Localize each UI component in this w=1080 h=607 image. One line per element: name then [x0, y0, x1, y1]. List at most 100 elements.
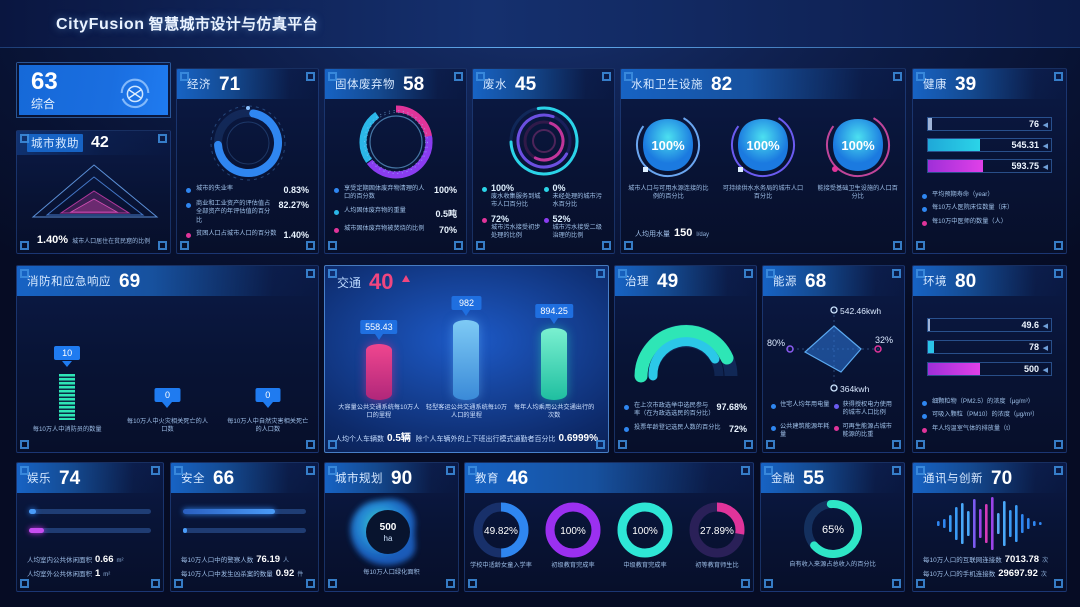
legend-label: 投票年龄登记选民人数的百分比 [634, 423, 721, 431]
bar-value: 49.6 [1021, 320, 1039, 330]
card-name: 教育 [475, 473, 499, 485]
card-title-safety: 安全 66 [171, 463, 318, 493]
compass-icon [116, 74, 154, 112]
bar-row [29, 528, 151, 533]
corner-mark [741, 579, 750, 588]
legend-value: 82.27% [278, 200, 309, 210]
card-transport[interactable]: 交通 40 558.43 大容量公共交通系统每10万人口的里程 982 轻型客运 [324, 265, 609, 453]
footer-item: 每10万人口的互联网连接数 7013.78 次 [923, 554, 1048, 565]
bar-row [29, 509, 151, 514]
corner-mark [602, 72, 611, 81]
app-header: CityFusion 智慧城市设计与仿真平台 [0, 0, 1080, 48]
card-wastewater[interactable]: 废水 45 100% 废水收集服务到城市人口百分比 0% 未经处理的城市污水百分… [472, 68, 615, 254]
legend-label: 每10万中医师的数量（人） [932, 217, 1007, 225]
card-safety[interactable]: 安全 66 每10万人口中的警察人数 76.19 人 每10万人口中发生凶杀案的… [170, 462, 319, 592]
card-name: 经济 [187, 79, 211, 91]
corner-mark [1054, 72, 1063, 81]
footer-value: 0.5辆 [387, 433, 411, 444]
card-city-planning[interactable]: 城市规划 90 500 ha 每10万人口绿化面积 [324, 462, 459, 592]
corner-mark [20, 440, 29, 449]
corner-mark [892, 466, 901, 475]
corner-mark [174, 466, 183, 475]
corner-mark [596, 269, 605, 278]
bullet-dot [624, 426, 629, 432]
corner-mark [468, 466, 477, 475]
wastewater-rings [473, 99, 614, 183]
card-name: 治理 [625, 276, 649, 288]
card-score: 46 [507, 467, 529, 489]
legend-value: 0.5吨 [435, 208, 457, 219]
corner-mark [916, 72, 925, 81]
card-score: 42 [91, 134, 109, 151]
urban-aid-chart: 1.40% 城市人口居住在贫民窟的比例 [17, 155, 170, 253]
corner-mark [916, 440, 925, 449]
bar-label: 10 [54, 345, 81, 360]
bar-item: 0 每10万人中火灾相关死亡的人口数 [125, 346, 209, 434]
bar-caption: 每10万人中消防员的数量 [32, 425, 102, 433]
card-title-education: 教育 46 [465, 463, 753, 493]
card-name: 固体废弃物 [335, 79, 395, 91]
footer-value: 0.6999% [558, 433, 598, 444]
card-health[interactable]: 健康 39 76 ◀ 545.31 ◀ 593.75 ◀ 平均预期寿命（year… [912, 68, 1067, 254]
corner-mark [892, 269, 901, 278]
list-item: 享受定期固体废弃物清理的人口的百分数 100% [334, 185, 457, 202]
bar-value: 545.31 [1011, 140, 1039, 150]
legend-label: 细颗粒物（PM2.5）的浓度（μg/m³） [932, 398, 1034, 405]
bullet-dot [186, 188, 191, 193]
footer-label: 每10万人口中的警察人数 [181, 557, 254, 564]
solid-waste-donut [325, 99, 466, 185]
card-name: 交通 [337, 275, 362, 290]
card-recreation[interactable]: 娱乐 74 人均室内公共休闲面积 0.66 m² 人均室外公共休闲面积 1 m² [16, 462, 164, 592]
list-item: 投票年龄登记选民人数的百分比 72% [624, 424, 747, 434]
recreation-footers: 人均室内公共休闲面积 0.66 m² 人均室外公共休闲面积 1 m² [27, 554, 124, 579]
card-score: 39 [955, 73, 977, 95]
overall-score-card[interactable]: 63 综合 [16, 62, 171, 118]
card-title-health: 健康 39 [913, 69, 1066, 99]
bar-item: 982 轻型客运公共交通系统每10万人口的里程 [423, 295, 509, 420]
legend-label: 商业和工业资产的评估值占全部资产的年评估值的百分比 [196, 200, 271, 224]
bullet-dot [922, 207, 927, 213]
card-urban-aid[interactable]: 城市救助 42 1.40% 城市人口居住在贫民窟的比例 [16, 130, 171, 254]
water-gauges: 100% 城市人口与可用水源连接的比例的百分比 100% 可持续供水水务局的城市… [621, 99, 905, 201]
list-item: 0% 未经处理的城市污水百分比 [543, 183, 606, 210]
legend-label: 人均固体废弃物的重量 [344, 206, 406, 214]
legend-label: 公共建筑能源年耗量 [780, 422, 830, 439]
card-solid-waste[interactable]: 固体废弃物 58 享受定期固体废弃物清理的人口的百分 [324, 68, 467, 254]
corner-mark [306, 72, 315, 81]
corner-mark [180, 241, 189, 250]
corner-mark [20, 241, 29, 250]
corner-mark [328, 579, 337, 588]
card-telecom[interactable]: 通讯与创新 70 [912, 462, 1067, 592]
list-item: 城市的失业率 0.83% [186, 185, 309, 195]
corner-mark [158, 241, 167, 250]
bar-caption: 每年人均乘用公共交通出行的次数 [513, 403, 595, 419]
list-item: 每10万中医师的数量（人） [922, 218, 1057, 226]
corner-mark [174, 579, 183, 588]
card-finance[interactable]: 金融 55 65% 自有收入来源占总收入的百分比 [760, 462, 905, 592]
footer-label: 除个人车辆外的上下班出行模式通勤者百分比 [415, 436, 556, 443]
brand-en: CityFusion [56, 16, 145, 33]
card-water-sanitation[interactable]: 水和卫生设施 82 100% 城市人口与可用水源连接的比例的百分比 [620, 68, 906, 254]
bullet-dot [482, 187, 487, 192]
card-economy[interactable]: 经济 71 城市的失业率 0.83% 商业和工业资产的评估值占全部资产的年评估值… [176, 68, 319, 254]
bullet-dot [771, 404, 776, 409]
footer-label: 每10万人口的互联网连接数 [923, 557, 1002, 564]
card-education[interactable]: 教育 46 49.82% 学校中适龄女童入学率 100% 初级教育完成率 [464, 462, 754, 592]
bar-row: 49.6 ◀ [927, 318, 1052, 332]
corner-mark [180, 72, 189, 81]
card-environment[interactable]: 环境 80 49.6 ◀ 78 ◀ 500 ◀ 细颗粒物（PM2.5）的浓度（μ… [912, 265, 1067, 453]
bar-item: 558.43 大容量公共交通系统每10万人口的里程 [336, 300, 422, 420]
card-name: 金融 [771, 473, 795, 485]
list-item: 细颗粒物（PM2.5）的浓度（μg/m³） [922, 398, 1057, 406]
legend-label: 获得授权电力使用的城市人口比例 [842, 401, 893, 417]
corner-mark [916, 466, 925, 475]
corner-mark [602, 241, 611, 250]
card-fire-emergency[interactable]: 消防和应急响应 69 10 每10万人中消防员的数量 0 每10万人中火灾相关死… [16, 265, 319, 453]
wastewater-legend: 100% 废水收集服务到城市人口百分比 0% 未经处理的城市污水百分比 72% … [473, 183, 614, 240]
card-governance[interactable]: 治理 49 在上次市政选举中选民参与率（在为政选选民的百分比） 97.68% 投… [614, 265, 757, 453]
card-name: 水和卫生设施 [631, 79, 703, 91]
card-energy[interactable]: 能源 68 542.46kwh 364kwh 80% 32% 住宅人均年用 [762, 265, 905, 453]
list-item: 平均预期寿命（year） [922, 191, 1057, 199]
finance-caption: 自有收入来源占总收入的百分比 [789, 560, 876, 568]
corner-mark [476, 72, 485, 81]
